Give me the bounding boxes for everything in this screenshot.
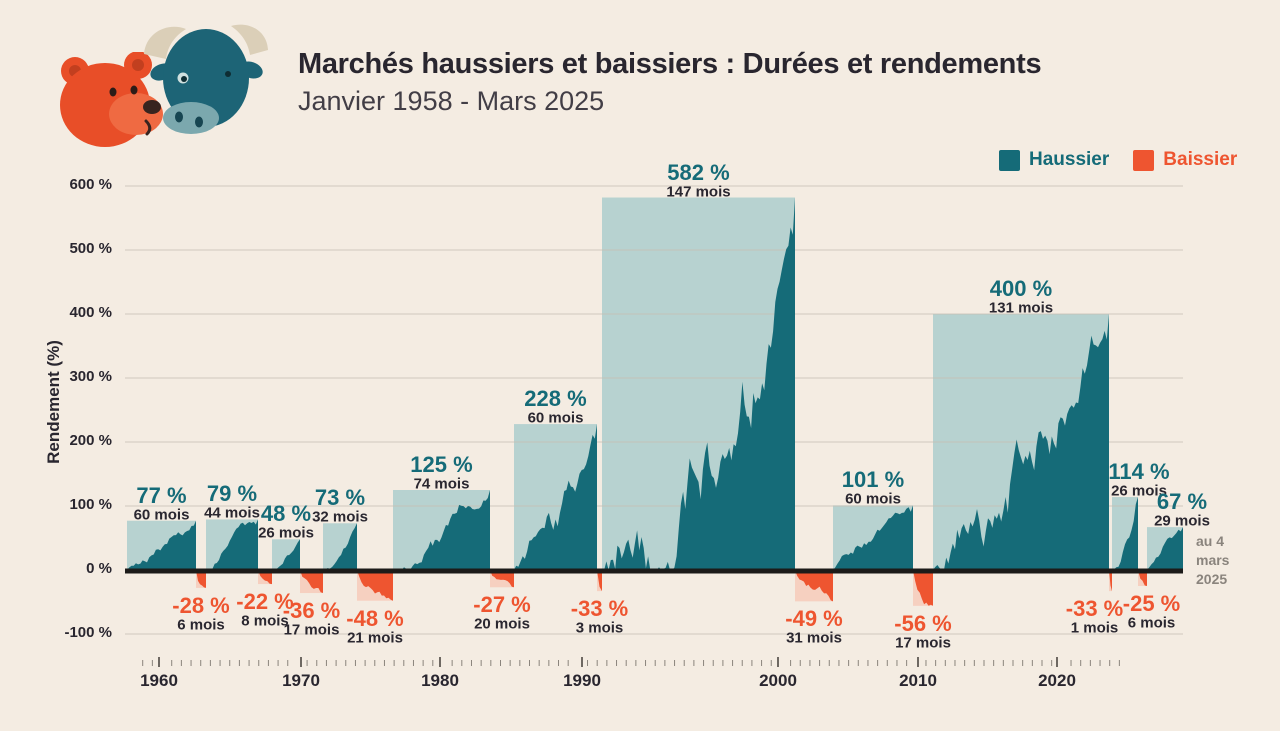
legend-bull-label: Haussier: [1029, 149, 1110, 170]
bull-performance-area: [933, 314, 1109, 570]
bull-performance-area: [1147, 527, 1183, 570]
bull-icon: [144, 24, 268, 134]
bull-performance-area: [514, 424, 597, 570]
legend: Haussier Baissier: [999, 149, 1237, 171]
bear-performance-area: [490, 570, 514, 588]
bull-performance-area: [393, 490, 490, 570]
bear-performance-area: [258, 570, 272, 585]
bear-performance-area: [300, 570, 323, 593]
legend-bull-swatch: [999, 149, 1020, 171]
bear-performance-area: [196, 570, 206, 588]
zero-axis-line: [125, 568, 1183, 574]
page-title: Marchés haussiers et baissiers : Durées …: [298, 48, 1042, 80]
bear-icon: [60, 52, 163, 147]
bear-performance-area: [597, 570, 602, 592]
bull-performance-area: [206, 519, 258, 570]
bull-performance-area: [833, 505, 913, 570]
as-of-note: au 4 mars 2025: [1196, 533, 1230, 587]
page-subtitle: Janvier 1958 - Mars 2025: [298, 86, 605, 116]
legend-bear-label: Baissier: [1163, 149, 1238, 170]
bull-performance-area: [323, 523, 357, 570]
bear-performance-area: [913, 570, 933, 606]
bull-performance-area: [1112, 497, 1138, 570]
bull-performance-area: [127, 520, 196, 570]
bear-performance-area: [1109, 570, 1112, 592]
bear-performance-area: [357, 570, 393, 601]
legend-bear-swatch: [1133, 149, 1155, 171]
bull-performance-area: [272, 539, 300, 570]
bear-performance-area: [1138, 570, 1147, 586]
bear-performance-area: [795, 570, 833, 602]
bull-performance-area: [602, 197, 795, 570]
